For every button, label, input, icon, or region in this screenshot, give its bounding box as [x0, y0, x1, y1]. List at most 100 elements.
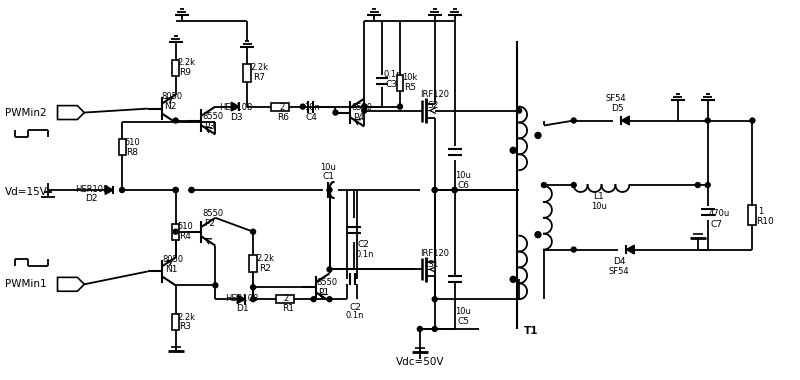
Bar [172, 224, 179, 240]
Circle shape [706, 182, 710, 187]
Text: 470u: 470u [709, 209, 730, 218]
Text: S2: S2 [428, 101, 439, 110]
Text: HER108: HER108 [219, 103, 253, 112]
Circle shape [327, 187, 332, 193]
Bar [243, 64, 251, 82]
Text: R9: R9 [180, 68, 192, 78]
Bar [397, 75, 403, 91]
Text: 0.1n: 0.1n [355, 250, 374, 259]
Circle shape [333, 110, 338, 115]
Polygon shape [622, 116, 630, 125]
Circle shape [362, 108, 366, 113]
Circle shape [432, 187, 438, 193]
Text: 8550: 8550 [202, 112, 223, 121]
Text: SF54: SF54 [606, 94, 626, 103]
Text: C7: C7 [710, 220, 722, 229]
Bar [172, 314, 179, 330]
Polygon shape [231, 102, 239, 111]
Circle shape [510, 147, 516, 153]
Circle shape [432, 297, 438, 302]
Circle shape [362, 104, 366, 109]
Circle shape [250, 285, 255, 290]
Text: 8550: 8550 [351, 103, 373, 112]
Polygon shape [626, 245, 634, 254]
Bar [271, 103, 289, 111]
Text: PWMin2: PWMin2 [5, 108, 46, 117]
Text: C4: C4 [306, 113, 318, 122]
Text: 10n: 10n [304, 103, 319, 112]
Text: R10: R10 [756, 217, 774, 226]
Circle shape [542, 182, 546, 187]
Text: D4: D4 [614, 257, 626, 266]
Circle shape [695, 182, 700, 187]
Text: R8: R8 [126, 148, 138, 157]
Circle shape [327, 297, 332, 302]
Text: C2: C2 [358, 240, 369, 249]
Circle shape [571, 247, 576, 252]
Text: 10u: 10u [455, 171, 471, 180]
Circle shape [250, 229, 255, 234]
Text: R2: R2 [259, 264, 271, 273]
Circle shape [535, 232, 541, 238]
Circle shape [571, 118, 576, 123]
Text: 2.2k: 2.2k [256, 254, 274, 263]
Text: 510: 510 [178, 222, 194, 231]
Text: 2.2k: 2.2k [178, 313, 196, 321]
Text: 10u: 10u [455, 307, 471, 316]
Text: C5: C5 [458, 317, 470, 326]
Text: HER108: HER108 [226, 294, 258, 303]
Text: 10u: 10u [321, 163, 337, 172]
Polygon shape [237, 295, 245, 304]
Text: 8050: 8050 [162, 255, 184, 264]
Text: 8550: 8550 [202, 209, 223, 218]
Circle shape [189, 187, 194, 193]
Text: P3: P3 [205, 122, 215, 131]
Circle shape [432, 187, 438, 193]
Text: R7: R7 [253, 73, 265, 82]
Text: 1: 1 [758, 207, 764, 216]
Circle shape [571, 182, 576, 187]
Text: Vdc=50V: Vdc=50V [396, 357, 444, 367]
Text: 0.1n: 0.1n [346, 310, 364, 320]
Text: HER108: HER108 [75, 185, 109, 193]
Text: 8550: 8550 [317, 278, 338, 287]
Text: SF54: SF54 [609, 267, 629, 276]
Text: D3: D3 [230, 113, 243, 122]
Text: 2: 2 [279, 103, 284, 112]
Circle shape [398, 104, 402, 109]
Polygon shape [58, 106, 84, 120]
Bar [749, 205, 756, 225]
Circle shape [300, 104, 305, 109]
Text: C1: C1 [322, 172, 334, 180]
Circle shape [517, 108, 522, 113]
Text: P2: P2 [205, 219, 215, 228]
Circle shape [452, 187, 457, 193]
Text: L1: L1 [594, 192, 604, 201]
Text: D2: D2 [86, 195, 98, 203]
Circle shape [706, 118, 710, 123]
Text: P4: P4 [354, 113, 364, 122]
Circle shape [119, 187, 125, 193]
Circle shape [250, 297, 255, 302]
Text: 10u: 10u [591, 203, 607, 211]
Text: R1: R1 [282, 304, 294, 313]
Bar [249, 255, 257, 272]
Circle shape [213, 283, 218, 288]
Text: R3: R3 [180, 323, 192, 331]
Bar [118, 139, 126, 155]
Circle shape [189, 187, 194, 193]
Text: Vd=15V: Vd=15V [5, 187, 48, 197]
Text: R4: R4 [180, 232, 191, 241]
Text: 8050: 8050 [162, 92, 183, 101]
Text: D1: D1 [236, 304, 249, 313]
Text: 2: 2 [284, 294, 289, 303]
Text: 510: 510 [124, 138, 140, 147]
Text: 0.1n: 0.1n [383, 70, 402, 79]
Text: 10k: 10k [402, 73, 418, 82]
Circle shape [173, 187, 178, 193]
Polygon shape [105, 186, 113, 194]
Polygon shape [58, 277, 84, 291]
Circle shape [327, 267, 332, 272]
Text: N1: N1 [165, 265, 178, 274]
Text: 2.2k: 2.2k [250, 63, 268, 73]
